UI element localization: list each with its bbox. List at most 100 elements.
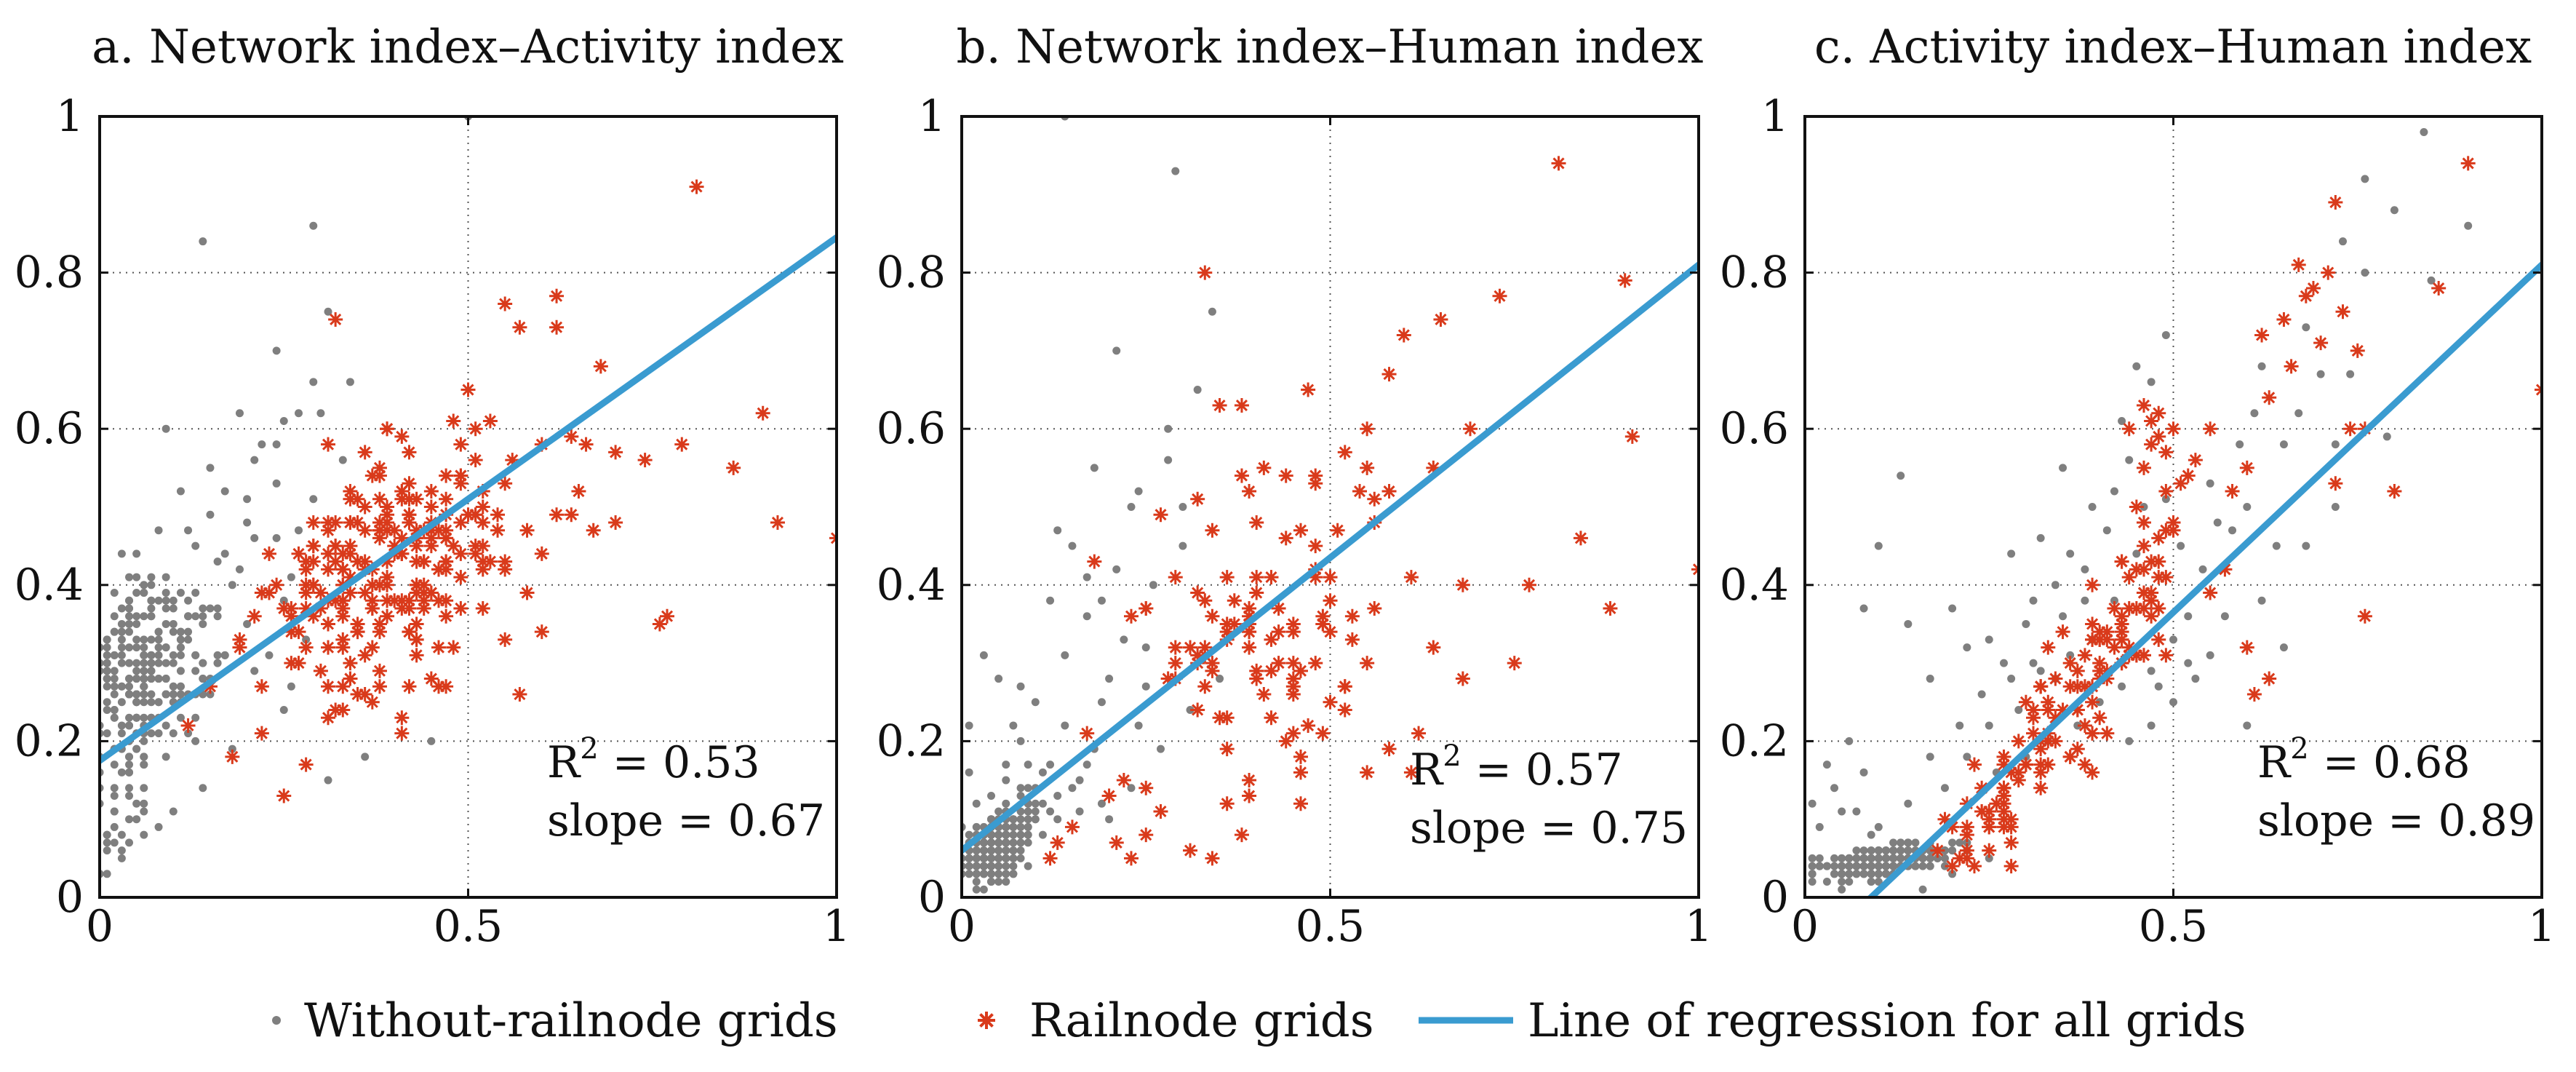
non-railnode-point bbox=[2220, 612, 2229, 621]
non-railnode-point bbox=[140, 581, 148, 589]
railnode-point bbox=[1982, 811, 1997, 827]
non-railnode-point bbox=[972, 878, 981, 886]
railnode-point bbox=[1219, 710, 1235, 726]
non-railnode-point bbox=[117, 651, 126, 659]
y-tick-label: 0.4 bbox=[1720, 560, 1789, 611]
railnode-point bbox=[1278, 734, 1293, 749]
railnode-point bbox=[350, 687, 365, 702]
non-railnode-point bbox=[154, 698, 163, 707]
railnode-point bbox=[1360, 765, 1375, 780]
railnode-point bbox=[254, 679, 269, 694]
railnode-point bbox=[2077, 648, 2092, 663]
y-tick-label: 0 bbox=[918, 872, 946, 923]
railnode-point bbox=[564, 507, 579, 523]
railnode-point bbox=[1080, 726, 1095, 741]
railnode-point bbox=[660, 608, 675, 624]
railnode-point bbox=[321, 710, 336, 726]
non-railnode-point bbox=[279, 705, 288, 714]
non-railnode-point bbox=[1867, 830, 1875, 839]
non-railnode-point bbox=[1948, 870, 1957, 878]
x-tick-label: 0.5 bbox=[1296, 901, 1365, 952]
non-railnode-point bbox=[132, 612, 141, 621]
railnode-point bbox=[2033, 765, 2049, 780]
railnode-point bbox=[2151, 531, 2166, 546]
non-railnode-point bbox=[2102, 526, 2111, 535]
non-railnode-point bbox=[2243, 721, 2252, 730]
railnode-point bbox=[2077, 679, 2092, 694]
non-railnode-point bbox=[154, 635, 163, 644]
non-railnode-point bbox=[125, 753, 134, 761]
non-railnode-point bbox=[1926, 675, 1934, 683]
non-railnode-point bbox=[184, 526, 193, 535]
non-railnode-point bbox=[250, 456, 259, 464]
non-railnode-point bbox=[1926, 854, 1934, 862]
railnode-point bbox=[593, 359, 608, 374]
non-railnode-point bbox=[184, 596, 193, 605]
railnode-point bbox=[1308, 539, 1323, 554]
non-railnode-point bbox=[206, 510, 215, 519]
railnode-point bbox=[2092, 656, 2108, 671]
railnode-point bbox=[372, 491, 387, 507]
non-railnode-point bbox=[1002, 799, 1010, 808]
non-railnode-point bbox=[176, 651, 185, 659]
non-railnode-point bbox=[1859, 862, 1868, 870]
x-tick-label: 0 bbox=[948, 901, 976, 952]
non-railnode-point bbox=[1911, 862, 1920, 870]
railnode-point bbox=[343, 585, 358, 600]
railnode-point bbox=[1930, 843, 1945, 858]
x-tick-label: 0.5 bbox=[434, 901, 503, 952]
non-railnode-point bbox=[162, 690, 170, 699]
non-railnode-point bbox=[987, 846, 996, 855]
railnode-point bbox=[2225, 484, 2240, 499]
railnode-point bbox=[1153, 507, 1168, 523]
railnode-point bbox=[402, 507, 417, 523]
railnode-point bbox=[2335, 304, 2350, 319]
railnode-point bbox=[1271, 624, 1286, 640]
non-railnode-point bbox=[272, 440, 281, 449]
railnode-point bbox=[343, 671, 358, 686]
railnode-point bbox=[1573, 531, 1588, 546]
non-railnode-point bbox=[140, 675, 148, 683]
railnode-point bbox=[2203, 585, 2218, 600]
railnode-point bbox=[423, 539, 439, 554]
railnode-point bbox=[335, 640, 351, 655]
railnode-point bbox=[2003, 765, 2019, 780]
railnode-point bbox=[498, 562, 513, 577]
railnode-point bbox=[1285, 687, 1301, 702]
non-railnode-point bbox=[132, 659, 141, 667]
railnode-point bbox=[1323, 593, 1338, 608]
railnode-point bbox=[2387, 484, 2402, 499]
non-railnode-point bbox=[162, 659, 170, 667]
non-railnode-point bbox=[2029, 596, 2038, 605]
railnode-point bbox=[364, 640, 380, 655]
non-railnode-point bbox=[1985, 721, 1993, 730]
railnode-point bbox=[1455, 577, 1470, 592]
railnode-point bbox=[2129, 600, 2144, 616]
railnode-point bbox=[2026, 710, 2041, 726]
non-railnode-point bbox=[243, 619, 252, 628]
railnode-point bbox=[549, 507, 565, 523]
railnode-point bbox=[321, 523, 336, 538]
non-railnode-point bbox=[1940, 862, 1949, 870]
railnode-point bbox=[2062, 679, 2078, 694]
railnode-point bbox=[387, 523, 402, 538]
railnode-point bbox=[2136, 539, 2151, 554]
non-railnode-point bbox=[2243, 503, 2252, 511]
non-railnode-point bbox=[1082, 761, 1091, 769]
railnode-point bbox=[335, 679, 351, 694]
railnode-point bbox=[2144, 554, 2159, 569]
non-railnode-point bbox=[1009, 721, 1018, 730]
railnode-point bbox=[1183, 843, 1198, 858]
railnode-point bbox=[357, 523, 372, 538]
railnode-point bbox=[1959, 851, 1974, 866]
non-railnode-point bbox=[972, 822, 981, 831]
y-tick-label: 0.4 bbox=[15, 560, 84, 611]
railnode-point bbox=[534, 546, 549, 561]
non-railnode-point bbox=[2140, 503, 2148, 511]
non-railnode-point bbox=[2464, 221, 2473, 230]
non-railnode-point bbox=[1859, 846, 1868, 855]
railnode-point bbox=[475, 562, 490, 577]
non-railnode-point bbox=[140, 682, 148, 691]
non-railnode-point bbox=[1845, 870, 1854, 878]
non-railnode-point bbox=[272, 479, 281, 488]
